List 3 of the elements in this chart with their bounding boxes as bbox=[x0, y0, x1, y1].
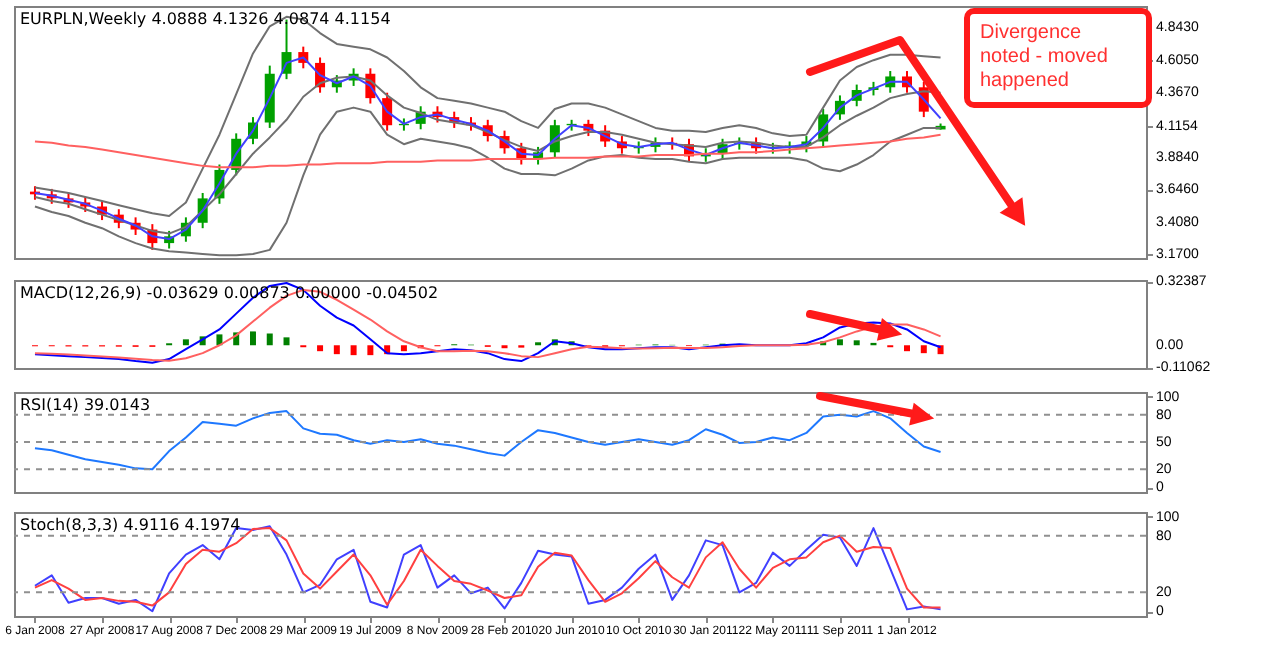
chart-title: RSI(14) 39.0143 bbox=[20, 396, 151, 414]
annotation: Divergence noted - moved happened bbox=[964, 8, 1152, 108]
chart-title: Stoch(8,3,3) 4.9116 4.1974 bbox=[20, 516, 241, 534]
